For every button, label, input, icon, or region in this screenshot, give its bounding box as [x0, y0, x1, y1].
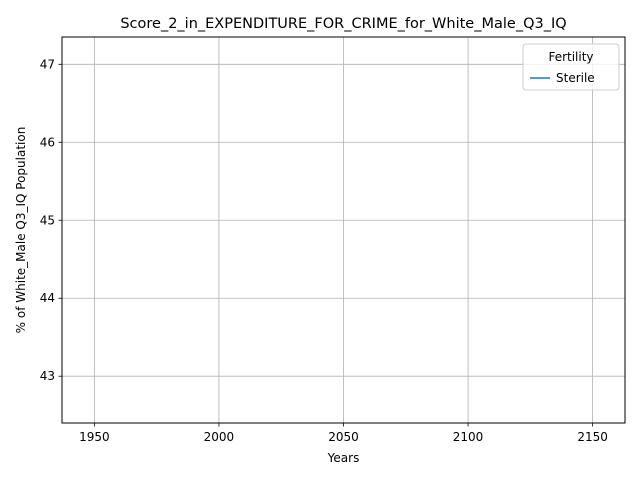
legend: Fertility Sterile [522, 43, 620, 91]
y-tick-label: 45 [40, 213, 55, 227]
y-tick-label: 43 [40, 369, 55, 383]
chart-title: Score_2_in_EXPENDITURE_FOR_CRIME_for_Whi… [120, 16, 566, 32]
y-tick-label: 44 [40, 291, 55, 305]
grid-lines [62, 37, 625, 423]
legend-title: Fertility [548, 50, 593, 64]
y-axis-label: % of White_Male Q3_IQ Population [14, 127, 28, 334]
legend-entry-sterile: Sterile [556, 71, 595, 85]
x-tick-label: 2150 [577, 430, 608, 444]
x-tick-label: 2100 [453, 430, 484, 444]
x-axis-label: Years [327, 451, 360, 465]
x-axis-ticks: 1950 2000 2050 2100 2150 [79, 423, 608, 444]
y-axis-ticks: 43 44 45 46 47 [40, 57, 62, 383]
x-tick-label: 2000 [204, 430, 235, 444]
x-tick-label: 1950 [79, 430, 110, 444]
y-tick-label: 47 [40, 57, 55, 71]
y-tick-label: 46 [40, 135, 55, 149]
x-tick-label: 2050 [328, 430, 359, 444]
